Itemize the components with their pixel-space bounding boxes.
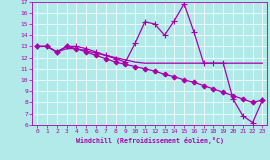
X-axis label: Windchill (Refroidissement éolien,°C): Windchill (Refroidissement éolien,°C) [76,137,224,144]
